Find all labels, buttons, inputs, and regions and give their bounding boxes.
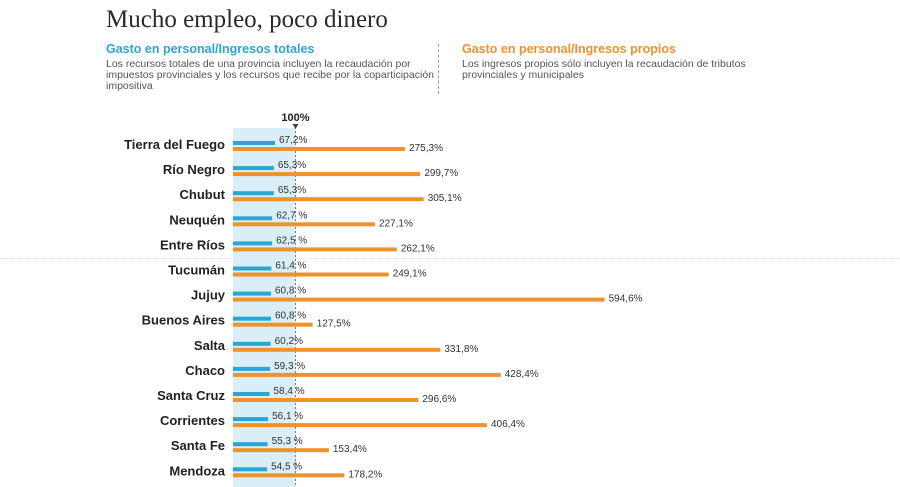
legend-totales-desc: Los recursos totales de una provincia in… [106,58,434,92]
category-label: Chaco [185,363,225,378]
bar-totales [233,316,271,321]
bar-propios [233,147,406,151]
bar-totales [233,166,274,171]
bar-propios [233,473,345,478]
value-label-propios: 594,6% [609,294,643,305]
bar-totales [233,241,273,246]
value-label-propios: 178,2% [348,469,382,480]
bar-propios [233,247,397,252]
bar-totales [233,141,275,145]
category-label: Salta [194,338,226,353]
category-label: Tucumán [168,263,225,278]
value-label-totales: 62,5 % [276,235,307,246]
value-label-propios: 299,7% [424,168,458,179]
category-label: Buenos Aires [142,313,225,328]
value-label-totales: 56,1 % [272,411,303,422]
bar-totales [233,291,271,296]
value-label-totales: 54,5 % [271,461,302,472]
bar-propios [233,448,329,453]
bar-propios [233,322,313,327]
category-label: Jujuy [191,288,226,303]
legend-totales: Gasto en personal/Ingresos totales Los r… [106,42,436,92]
value-label-totales: 65,3% [278,185,306,196]
value-label-totales: 61,4 % [275,261,306,272]
bar-propios [233,272,389,277]
bar-propios [233,398,419,402]
bar-totales [233,467,268,472]
bar-propios [233,197,424,202]
category-label: Tierra del Fuego [124,137,225,152]
value-label-propios: 406,4% [491,419,525,430]
value-label-totales: 59,3 % [274,361,305,372]
value-label-propios: 249,1% [393,269,427,280]
bar-totales [233,392,270,396]
value-label-propios: 262,1% [401,243,435,254]
legend-totales-title: Gasto en personal/Ingresos totales [106,42,315,56]
bar-totales [233,216,273,221]
category-label: Mendoza [169,463,225,478]
category-label: Río Negro [163,162,225,177]
reference-marker [292,124,299,129]
category-label: Corrientes [160,413,225,428]
legend-propios-desc: Los ingresos propios sólo incluyen la re… [462,58,746,81]
bar-propios [233,347,441,352]
bar-totales [233,341,271,346]
category-label: Santa Fe [171,438,225,453]
legend-divider [438,44,439,94]
value-label-propios: 331,8% [444,344,478,355]
value-label-totales: 62,7 % [276,210,307,221]
legend-propios: Gasto en personal/Ingresos propios Los i… [462,42,792,81]
reference-label: 100% [281,112,309,124]
bar-totales [233,417,269,422]
value-label-totales: 60,2% [275,336,303,347]
value-label-propios: 296,6% [422,394,456,405]
bar-totales [233,366,271,371]
value-label-totales: 60,8 % [275,311,306,322]
value-label-totales: 55,3 % [272,436,303,447]
totales-band [233,128,296,487]
value-label-propios: 127,5% [317,319,351,330]
category-label: Entre Ríos [160,237,225,252]
bar-propios [233,222,375,227]
bar-propios [233,172,421,177]
value-label-totales: 67,2% [279,135,307,146]
bar-propios [233,423,487,428]
bar-totales [233,191,274,196]
scan-line [0,258,900,259]
value-label-propios: 428,4% [505,369,539,380]
value-label-totales: 58,4 % [274,386,305,397]
legend-propios-title: Gasto en personal/Ingresos propios [462,42,676,56]
bar-totales [233,442,268,447]
category-label: Neuquén [169,212,225,227]
value-label-propios: 153,4% [333,444,367,455]
category-label: Santa Cruz [157,388,225,403]
bar-propios [233,372,501,377]
value-label-totales: 60,8 % [275,286,306,297]
bar-propios [233,297,605,302]
value-label-totales: 65,3% [278,160,306,171]
value-label-propios: 305,1% [428,193,462,204]
chart-title: Mucho empleo, poco dinero [106,6,388,33]
bar-totales [233,266,272,271]
value-label-propios: 275,3% [409,143,443,154]
value-label-propios: 227,1% [379,218,413,229]
category-label: Chubut [180,187,226,202]
